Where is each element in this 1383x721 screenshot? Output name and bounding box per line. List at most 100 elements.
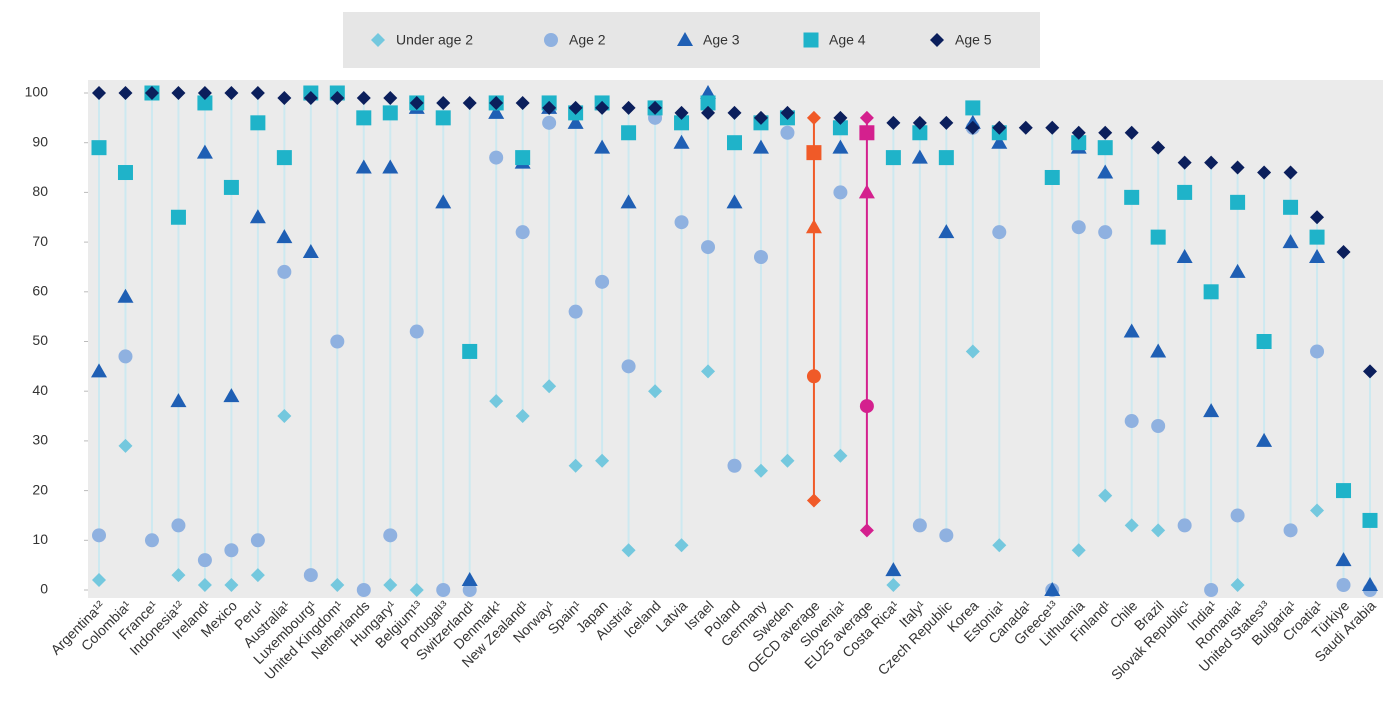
dot	[1283, 523, 1298, 538]
dot	[1071, 135, 1087, 151]
dot	[886, 115, 901, 130]
dot	[1203, 284, 1219, 300]
dot	[780, 105, 795, 120]
dot	[1071, 220, 1086, 235]
y-tick-label: 50	[32, 332, 48, 348]
dot	[250, 533, 265, 548]
dot	[197, 553, 212, 568]
dot	[1230, 194, 1246, 210]
dot	[1230, 160, 1245, 175]
dot	[542, 379, 557, 394]
dot	[567, 114, 584, 129]
dot	[1044, 169, 1060, 185]
y-tick-label: 70	[32, 233, 48, 249]
dot	[1124, 414, 1139, 429]
dot	[595, 100, 610, 115]
dot	[144, 533, 159, 548]
dot	[859, 110, 874, 125]
dot	[568, 458, 583, 473]
dot	[621, 359, 636, 374]
dot	[885, 150, 901, 166]
legend-marker	[371, 33, 385, 47]
dot	[1204, 583, 1219, 597]
legend-label: Age 4	[829, 32, 866, 48]
dot	[462, 343, 478, 359]
y-tick-label: 100	[25, 84, 49, 100]
dot	[859, 523, 874, 538]
dot	[1310, 344, 1325, 359]
dot	[1309, 229, 1325, 245]
dot	[938, 224, 955, 239]
dot	[595, 274, 610, 289]
dot	[833, 185, 848, 200]
dot	[1310, 210, 1325, 225]
dot	[1335, 552, 1352, 567]
x-tick-label: Latvia	[653, 597, 691, 635]
dot	[806, 145, 822, 161]
dot	[568, 304, 583, 319]
dot	[674, 538, 689, 553]
dot	[91, 140, 107, 156]
dot	[1283, 199, 1299, 215]
dot	[673, 134, 690, 149]
dot	[1309, 249, 1326, 264]
dot	[489, 95, 504, 110]
dot	[276, 229, 293, 244]
dot	[965, 100, 981, 116]
dot	[303, 90, 318, 105]
legend-marker	[930, 33, 944, 47]
dot	[1229, 263, 1246, 278]
dot	[383, 528, 398, 543]
dot	[912, 125, 928, 141]
dot	[992, 538, 1007, 553]
dot	[648, 384, 663, 399]
dot	[462, 95, 477, 110]
dot	[859, 125, 875, 141]
dot	[1098, 225, 1113, 240]
dot	[753, 463, 768, 478]
dot	[1177, 184, 1193, 200]
dot	[249, 209, 266, 224]
dot	[117, 165, 133, 181]
legend-label: Under age 2	[396, 32, 473, 48]
legend-box	[343, 12, 1040, 68]
dot	[250, 115, 266, 131]
dot	[1283, 165, 1298, 180]
dot	[806, 493, 821, 508]
dot	[92, 86, 106, 100]
dot	[992, 225, 1007, 240]
dot	[382, 105, 398, 121]
dot	[92, 528, 106, 543]
dot	[542, 100, 557, 115]
dot	[753, 250, 768, 265]
dot	[92, 573, 106, 588]
dot	[1124, 518, 1139, 533]
dot	[780, 125, 795, 140]
dot	[1336, 578, 1351, 593]
legend-label: Age 5	[955, 32, 992, 48]
dot	[1098, 488, 1113, 503]
dot	[939, 115, 954, 130]
dot	[277, 90, 292, 105]
y-tick-label: 60	[32, 283, 48, 299]
dot	[1124, 125, 1139, 140]
dot	[700, 95, 716, 111]
dot	[489, 394, 504, 409]
dot	[727, 105, 742, 120]
dot	[1230, 578, 1245, 593]
dot	[1123, 323, 1140, 338]
dot	[886, 578, 901, 593]
dot	[224, 578, 239, 593]
dot	[992, 120, 1007, 135]
dot	[382, 159, 399, 174]
dot	[435, 194, 452, 209]
dot	[302, 244, 319, 259]
dot	[409, 95, 424, 110]
dot	[409, 324, 424, 339]
dot	[250, 568, 265, 583]
dot	[912, 518, 927, 533]
y-tick-label: 0	[40, 581, 48, 597]
dot	[832, 139, 849, 154]
dot	[118, 349, 133, 364]
dot	[648, 100, 663, 115]
